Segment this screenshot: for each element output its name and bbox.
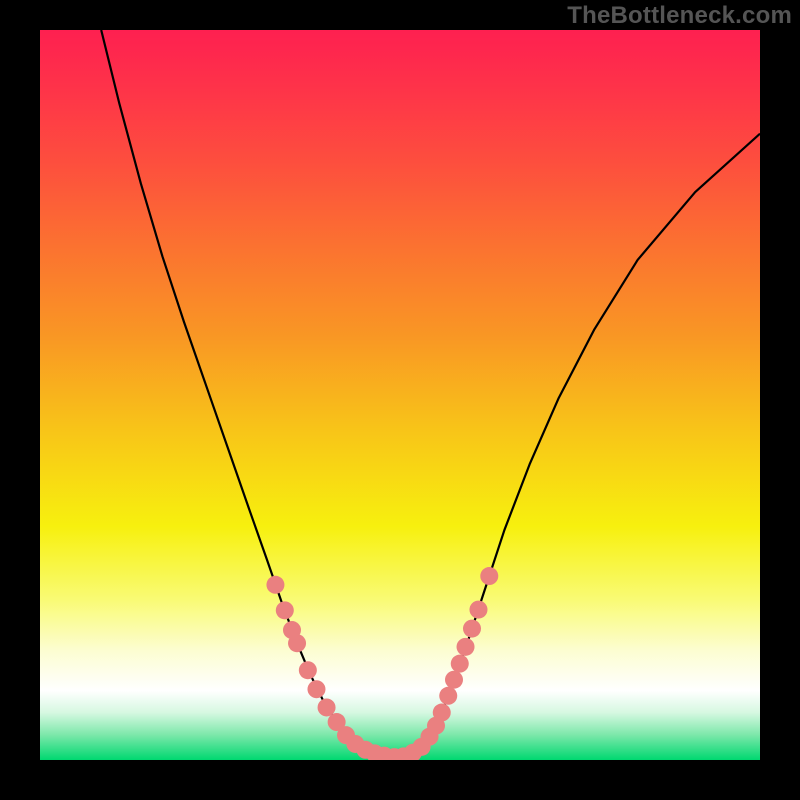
data-marker	[288, 634, 306, 652]
data-marker	[439, 687, 457, 705]
data-marker	[463, 620, 481, 638]
bottleneck-curve-chart	[0, 0, 800, 800]
data-marker	[445, 671, 463, 689]
watermark-text: TheBottleneck.com	[567, 2, 792, 30]
data-marker	[266, 576, 284, 594]
data-marker	[307, 680, 325, 698]
data-marker	[276, 601, 294, 619]
data-marker	[433, 704, 451, 722]
data-marker	[299, 661, 317, 679]
data-marker	[451, 655, 469, 673]
data-marker	[318, 698, 336, 716]
plot-background	[40, 30, 760, 760]
data-marker	[457, 638, 475, 656]
data-marker	[469, 601, 487, 619]
chart-root: TheBottleneck.com	[0, 0, 800, 800]
data-marker	[480, 567, 498, 585]
